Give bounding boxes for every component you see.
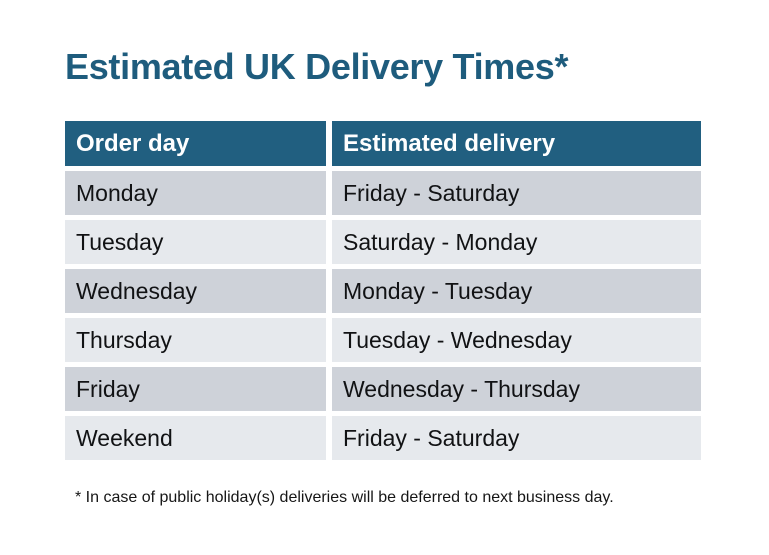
estimated-delivery-cell: Saturday - Monday (332, 220, 701, 264)
order-day-cell: Friday (65, 367, 326, 411)
estimated-delivery-cell: Wednesday - Thursday (332, 367, 701, 411)
estimated-delivery-cell: Tuesday - Wednesday (332, 318, 701, 362)
page-title: Estimated UK Delivery Times* (65, 46, 569, 87)
order-day-cell: Tuesday (65, 220, 326, 264)
column-header-order-day: Order day (65, 121, 326, 166)
order-day-cell: Monday (65, 171, 326, 215)
order-day-cell: Weekend (65, 416, 326, 460)
column-header-estimated-delivery: Estimated delivery (332, 121, 701, 166)
estimated-delivery-cell: Friday - Saturday (332, 171, 701, 215)
order-day-cell: Wednesday (65, 269, 326, 313)
delivery-times-table: Order day Estimated delivery Monday Frid… (65, 121, 701, 460)
estimated-delivery-cell: Monday - Tuesday (332, 269, 701, 313)
footnote: * In case of public holiday(s) deliverie… (75, 489, 614, 506)
estimated-delivery-cell: Friday - Saturday (332, 416, 701, 460)
order-day-cell: Thursday (65, 318, 326, 362)
